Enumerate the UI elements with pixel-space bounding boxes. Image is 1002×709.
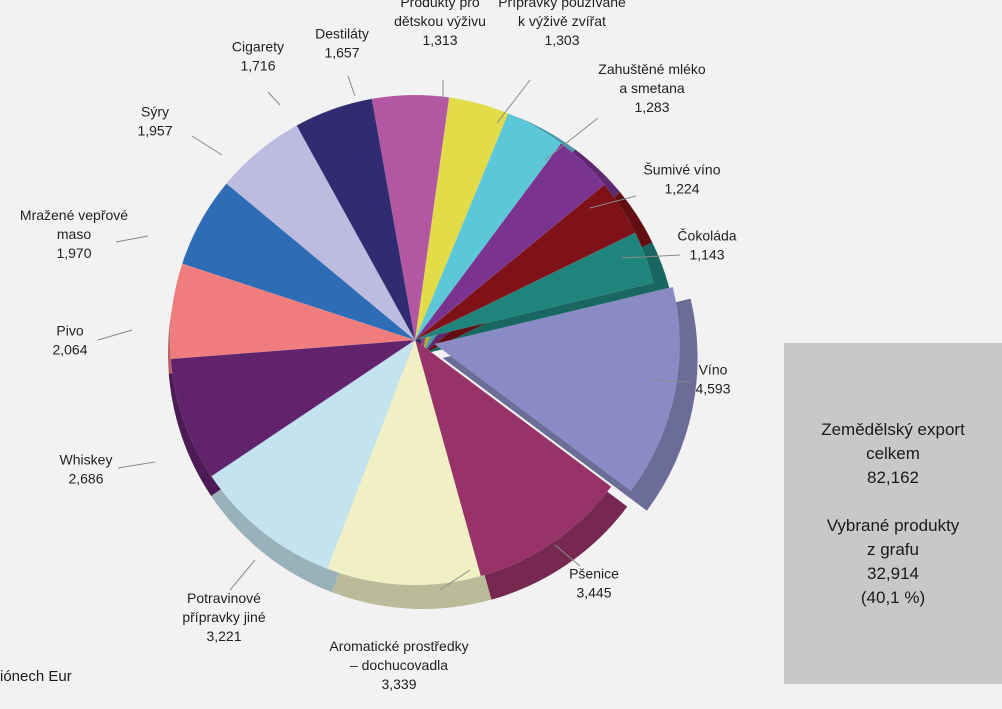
pie-slice-vino [433,286,680,492]
slice-label-pivo: Pivo 2,064 [52,323,87,358]
leader-line-mrazene-veprove-maso [115,235,149,243]
pie-slice-produkty-pro-detskou-vyzivu [414,97,509,341]
slice-label-potravinove-pripravky-jine: Potravinové přípravky jiné 3,221 [182,590,265,644]
slice-value: 1,657 [324,45,359,61]
slice-value: 3,221 [206,628,241,644]
slice-value: 1,716 [240,58,275,74]
slice-value: 4,593 [695,381,730,397]
slice-label-aromaticke-prostredky-dochucovadla: Aromatické prostředky – dochucovadla 3,339 [329,638,468,692]
slice-label-pripravky-pouzivane-k-vyzive-zvirat: Přípravky používané k výživě zvířat 1,303 [498,0,626,48]
pie-slice-sumive-vino [414,184,636,341]
slice-label-line: k výživě zvířat [518,13,606,29]
slice-label-line: – dochucovadla [350,657,448,673]
slice-label-line: Mražené vepřové [20,207,128,223]
slice-value: 3,339 [381,676,416,692]
pie-slice-zahustene-mleko-a-smetana [414,142,605,341]
slice-label-cokolada: Čokoláda 1,143 [677,228,736,263]
slice-label-line: Cigarety [232,39,284,55]
slice-label-line: Whiskey [60,452,113,468]
slice-label-line: Pšenice [569,566,619,582]
pie-slice-destilaty [371,94,450,341]
pie-slice-mrazene-veprove-maso [181,183,416,341]
slice-value: 1,313 [422,32,457,48]
slice-value: 3,445 [576,585,611,601]
pie-slice-cokolada [414,232,654,341]
pie-slice-potravinove-pripravky-jine [210,339,416,570]
slice-label-line: Šumivé víno [643,162,720,178]
slice-label-line: Potravinové [187,590,261,606]
slice-label-line: Destiláty [315,26,369,42]
slice-label-line: Víno [699,362,728,378]
slice-label-line: Produkty pro [400,0,480,10]
pie-slice-syry [226,125,416,341]
pie-slice-psenice [414,339,612,577]
units-note: iónech Eur [0,668,72,685]
slice-value: 1,957 [137,123,172,139]
summary-total-label-2: celkem [866,443,920,463]
pie-slice-whiskey [170,339,417,477]
slice-label-line: a smetana [619,80,685,96]
slice-label-destilaty: Destiláty 1,657 [315,26,369,61]
slice-value: 1,970 [56,245,91,261]
leader-line-whiskey [117,461,156,469]
pie-slice-aromaticke-prostredky-dochucovadla [326,339,482,586]
slice-value: 1,303 [544,32,579,48]
slice-label-produkty-pro-detskou-vyzivu: Produkty pro dětskou výživu 1,313 [394,0,486,48]
leader-line-pripravky-pouzivane-k-vyzive-zvirat [496,79,531,124]
leader-line-aromaticke-prostredky-dochucovadla [439,569,471,591]
leader-line-potravinove-pripravky-jine [229,559,256,591]
slice-label-syry: Sýry 1,957 [137,104,172,139]
slice-label-line: Přípravky používané [498,0,626,10]
summary-box: Zemědělský export celkem 82,162 Vybrané … [784,343,1002,684]
slice-label-vino: Víno 4,593 [695,362,730,397]
slice-label-line: Čokoláda [677,228,736,244]
leader-line-cokolada [621,254,681,259]
slice-label-zahustene-mleko-a-smetana: Zahuštěné mléko a smetana 1,283 [598,61,706,115]
slice-label-whiskey: Whiskey 2,686 [60,452,113,487]
pie-labels: Produkty pro dětskou výživu 1,313 Přípravky… [20,0,737,692]
pie-slice-pivo [169,263,416,360]
slice-label-line: Aromatické prostředky [329,638,468,654]
slice-value: 1,143 [689,247,724,263]
leader-line-vino [649,379,691,383]
slice-label-mrazene-veprove-maso: Mražené vepřové maso 1,970 [20,207,128,261]
pie-slice-cigarety [296,98,416,341]
slice-value: 1,283 [634,99,669,115]
summary-selected-percent: (40,1 %) [860,587,926,607]
summary-selected-value: 32,914 [867,563,919,583]
summary-selected-label-1: Vybrané produkty [826,515,960,535]
slice-label-line: Sýry [141,104,169,120]
slice-label-line: maso [57,226,91,242]
summary-total-label-1: Zemědělský export [821,419,965,439]
leader-line-destilaty [347,75,356,97]
slice-label-line: Zahuštěné mléko [598,61,706,77]
slice-value: 1,224 [664,181,699,197]
pie-slice-pripravky-pouzivane-k-vyzive-zvirat [414,113,562,341]
slice-label-sumive-vino: Šumivé víno 1,224 [643,162,720,197]
slice-label-psenice: Pšenice 3,445 [569,566,619,601]
leader-line-pivo [97,329,133,341]
slice-label-line: Pivo [56,323,83,339]
leader-line-syry [191,135,223,156]
slice-label-line: přípravky jiné [182,609,265,625]
leader-line-zahustene-mleko-a-smetana [544,117,599,161]
slice-value: 2,064 [52,342,87,358]
leader-line-sumive-vino [589,195,637,209]
leader-line-cigarety [267,91,281,106]
slice-label-line: dětskou výživu [394,13,486,29]
slice-value: 2,686 [68,471,103,487]
leader-line-psenice [554,544,581,567]
summary-selected-label-2: z grafu [867,539,919,559]
slice-label-cigarety: Cigarety 1,716 [232,39,284,74]
summary-total-value: 82,162 [867,467,919,487]
pie-slices [169,94,680,586]
